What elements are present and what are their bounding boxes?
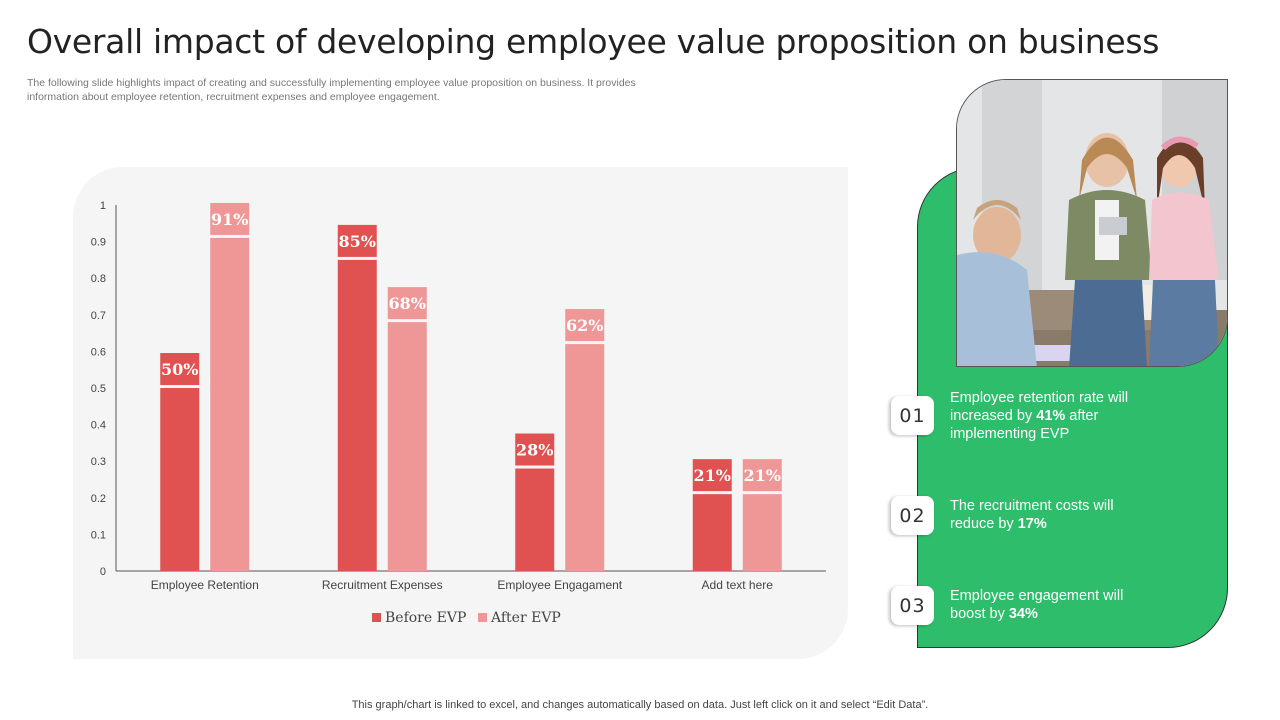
data-label-box xyxy=(160,353,200,385)
team-photo xyxy=(956,79,1228,367)
bar-after xyxy=(210,237,250,571)
bar-before xyxy=(692,494,732,571)
legend-swatch-before xyxy=(372,613,381,622)
chart-panel[interactable]: 0 0.1 0.2 0.3 0.4 0.5 0.6 0.7 0.8 0.9 1 50% 91% Emplo… xyxy=(73,167,848,659)
data-label: 50% xyxy=(161,360,198,379)
y-tick-label: 0.3 xyxy=(91,456,106,468)
data-label: 85% xyxy=(339,232,376,251)
data-label-box xyxy=(337,224,377,257)
y-tick-label: 0 xyxy=(100,566,106,578)
data-label: 62% xyxy=(566,316,603,335)
bar-after xyxy=(387,322,427,571)
x-tick-label: Employee Engagament xyxy=(497,578,622,592)
point-01-badge: 01 xyxy=(891,396,934,435)
data-label-box xyxy=(387,287,427,320)
point-03-badge: 03 xyxy=(891,586,934,625)
data-label: 28% xyxy=(516,441,553,460)
bar-after xyxy=(565,344,605,571)
y-tick-label: 0.9 xyxy=(91,237,106,249)
y-tick-label: 0.6 xyxy=(91,346,106,358)
x-tick-label: Employee Retention xyxy=(151,578,259,592)
x-tick-label: Recruitment Expenses xyxy=(322,578,443,592)
legend-label: Before EVP xyxy=(385,610,466,626)
point-02-badge: 02 xyxy=(891,496,934,535)
page-title: Overall impact of developing employee va… xyxy=(27,22,1160,61)
bar-chart[interactable]: 0 0.1 0.2 0.3 0.4 0.5 0.6 0.7 0.8 0.9 1 50% 91% Emplo… xyxy=(73,167,848,659)
data-label-box xyxy=(742,459,782,492)
bar-before xyxy=(160,388,200,571)
point-02-text: The recruitment costs will reduce by 17% xyxy=(950,498,1114,532)
legend-label: After EVP xyxy=(490,610,561,626)
y-tick-label: 0.2 xyxy=(91,493,106,505)
footer-note: This graph/chart is linked to excel, and… xyxy=(351,699,929,711)
data-label-box xyxy=(210,202,250,235)
y-tick-label: 0.8 xyxy=(91,273,106,285)
page-subtitle: The following slide highlights impact of… xyxy=(27,77,636,103)
bar-before xyxy=(515,468,555,571)
data-label: 68% xyxy=(389,294,426,313)
data-label-box xyxy=(515,433,555,466)
point-03-text: Employee engagement will boost by 34% xyxy=(950,588,1124,622)
y-tick-label: 0.1 xyxy=(91,529,106,541)
y-tick-label: 1 xyxy=(100,200,106,212)
y-tick-label: 0.4 xyxy=(91,420,106,432)
bar-after xyxy=(742,494,782,571)
data-label: 91% xyxy=(211,210,248,229)
point-01-text: Employee retention rate will increased b… xyxy=(950,390,1129,442)
y-tick-label: 0.5 xyxy=(91,383,106,395)
y-tick-label: 0.7 xyxy=(91,310,106,322)
bar-before xyxy=(337,259,377,571)
data-label: 21% xyxy=(694,466,731,485)
data-label-box xyxy=(565,309,605,342)
x-tick-label: Add text here xyxy=(702,578,774,592)
data-label-box xyxy=(692,459,732,492)
data-label: 21% xyxy=(744,466,781,485)
legend-swatch-after xyxy=(478,613,487,622)
